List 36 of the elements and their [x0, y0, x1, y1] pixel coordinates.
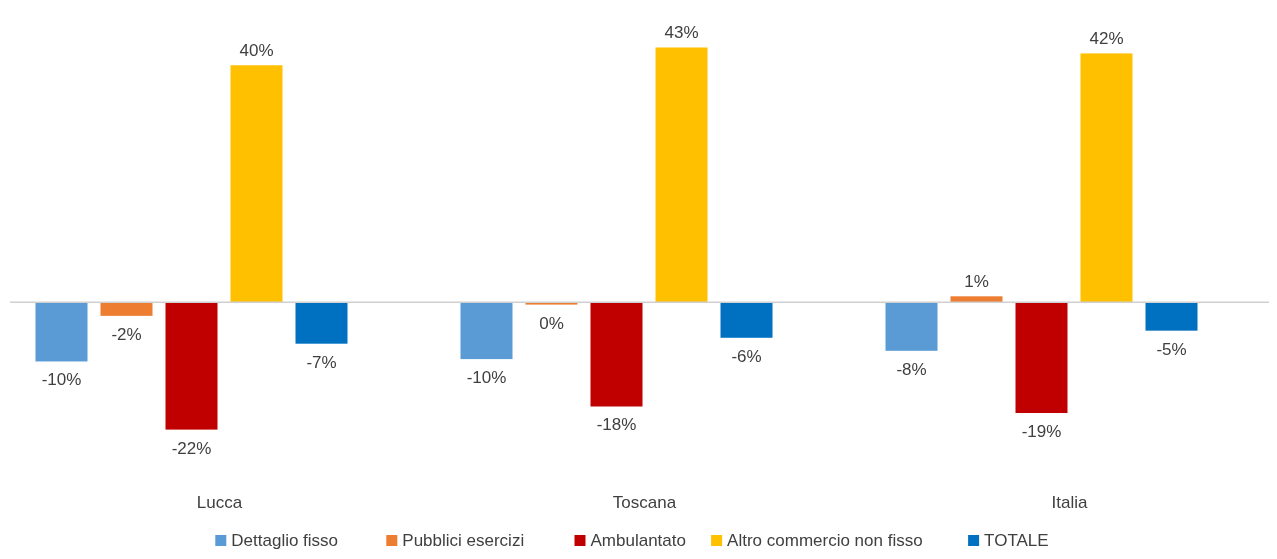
data-label: -10%: [41, 370, 82, 390]
bar: [590, 302, 643, 407]
bar: [100, 302, 153, 316]
data-label: 40%: [239, 41, 274, 61]
legend-label: Dettaglio fisso: [231, 531, 339, 550]
data-label: -2%: [111, 324, 142, 344]
legend-label: Pubblici esercizi: [402, 531, 525, 550]
bar: [230, 65, 283, 303]
data-label: -10%: [466, 368, 507, 388]
legend-label: Altro commercio non fisso: [727, 531, 923, 550]
bar: [460, 302, 513, 360]
data-label: 42%: [1089, 29, 1124, 49]
data-label: -5%: [1156, 339, 1187, 359]
data-label: -6%: [731, 346, 762, 366]
bar: [720, 302, 773, 338]
bar: [35, 302, 88, 362]
bar: [1145, 302, 1198, 331]
bar: [655, 47, 708, 303]
legend-label: Ambulantato: [590, 531, 686, 550]
x-tick-label: Toscana: [612, 493, 677, 512]
data-label: -22%: [171, 438, 212, 458]
bar: [295, 302, 348, 344]
data-label: -19%: [1021, 422, 1062, 442]
data-label: -18%: [596, 415, 637, 435]
bar: [1015, 302, 1068, 414]
x-tick-label: Lucca: [196, 493, 243, 512]
data-label: 1%: [964, 272, 989, 292]
data-label: 0%: [539, 313, 564, 333]
bar: [165, 302, 218, 430]
data-label: 43%: [664, 23, 699, 43]
data-label: -7%: [306, 352, 337, 372]
x-tick-label: Italia: [1051, 493, 1088, 512]
data-label: -8%: [896, 359, 927, 379]
legend-label: TOTALE: [984, 531, 1049, 550]
bar: [1080, 53, 1133, 303]
bar: [885, 302, 938, 351]
